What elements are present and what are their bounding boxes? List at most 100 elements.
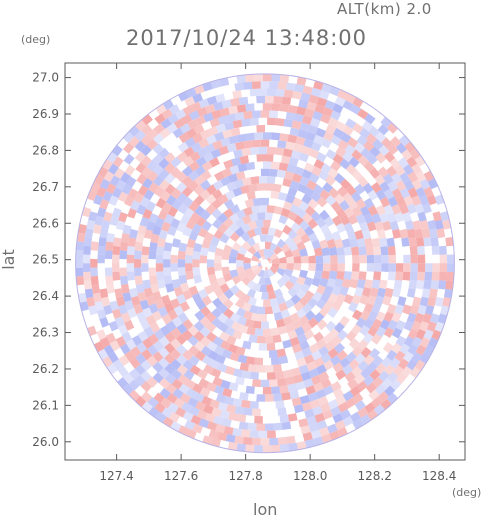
- altitude-label: ALT(km) 2.0: [337, 0, 432, 18]
- radar-cell: [373, 271, 382, 281]
- radar-cell: [273, 96, 283, 104]
- radar-cell: [348, 358, 360, 370]
- radar-cell: [134, 151, 146, 163]
- radar-cell: [122, 131, 134, 143]
- radar-cell: [162, 99, 174, 110]
- radar-cell: [360, 147, 372, 159]
- radar-cell: [170, 348, 182, 360]
- radar-cell: [170, 263, 178, 272]
- radar-cell: [141, 401, 153, 413]
- radar-cell: [184, 137, 196, 148]
- radar-cell: [249, 213, 259, 222]
- radar-cell: [383, 327, 395, 338]
- radar-cell: [206, 266, 216, 276]
- radar-cell: [223, 426, 234, 436]
- radar-cell: [118, 211, 128, 223]
- radar-cell: [116, 220, 126, 231]
- radar-cell: [164, 353, 176, 365]
- radar-cell: [334, 322, 345, 334]
- radar-cell: [81, 206, 92, 218]
- radar-cell: [356, 279, 366, 289]
- radar-cell: [252, 320, 262, 329]
- radar-cell: [108, 163, 119, 175]
- radar-cell: [278, 263, 287, 271]
- radar-cell: [135, 119, 147, 131]
- radar-cell: [406, 359, 418, 371]
- radar-cell: [320, 292, 331, 303]
- radar-cell: [181, 329, 193, 341]
- radar-cell: [302, 115, 313, 125]
- radar-cell: [373, 246, 382, 256]
- radar-cell: [389, 357, 401, 369]
- radar-cell: [406, 203, 417, 215]
- radar-cell: [216, 362, 228, 373]
- radar-cell: [267, 146, 276, 155]
- radar-cell: [182, 156, 194, 167]
- y-tick-label: 26.9: [32, 107, 59, 121]
- radar-cell: [134, 259, 142, 268]
- radar-cell: [372, 138, 384, 150]
- radar-cell: [101, 220, 111, 230]
- radar-cell: [271, 263, 280, 270]
- radar-cell: [287, 413, 298, 422]
- radar-cell: [150, 283, 160, 294]
- radar-cell: [296, 441, 307, 450]
- radar-cell: [147, 170, 159, 182]
- radar-cell: [394, 164, 406, 176]
- radar-cell: [206, 341, 218, 352]
- radar-cell: [335, 121, 347, 132]
- radar-cell: [284, 298, 295, 309]
- radar-cell: [342, 390, 354, 402]
- radar-cell: [275, 318, 286, 328]
- radar-cell: [292, 90, 303, 100]
- radar-cell: [262, 328, 272, 337]
- radar-cell: [153, 123, 165, 135]
- radar-cell: [308, 94, 319, 104]
- radar-cell: [283, 119, 294, 128]
- radar-cell: [198, 378, 210, 389]
- radar-cell: [210, 368, 222, 379]
- radar-cell: [388, 263, 397, 272]
- radar-cell: [301, 169, 313, 180]
- radar-cell: [351, 366, 363, 378]
- radar-cell: [260, 197, 270, 206]
- radar-cell: [102, 159, 113, 171]
- radar-cell: [310, 117, 321, 128]
- radar-cell: [266, 205, 276, 214]
- radar-cell: [205, 203, 217, 215]
- radar-cell: [266, 175, 276, 184]
- radar-cell: [155, 197, 167, 209]
- radar-cell: [417, 254, 426, 264]
- radar-cell: [250, 176, 260, 185]
- radar-cell: [279, 385, 289, 394]
- radar-cell: [163, 267, 171, 277]
- radar-cell: [168, 104, 180, 115]
- radar-cell: [273, 311, 283, 321]
- radar-cell: [408, 237, 417, 247]
- radar-cell: [172, 127, 184, 139]
- radar-cell: [186, 238, 196, 249]
- radar-cell: [304, 438, 316, 449]
- radar-cell: [330, 160, 342, 172]
- radar-cell: [363, 213, 374, 224]
- radar-cell: [276, 278, 287, 288]
- radar-cell: [217, 312, 228, 324]
- radar-cell: [152, 143, 164, 155]
- radar-cell: [232, 90, 242, 99]
- radar-cell: [357, 407, 369, 418]
- radar-cell: [214, 255, 222, 264]
- radar-cell: [128, 389, 140, 402]
- radar-cell: [349, 278, 359, 289]
- radar-cell: [360, 310, 371, 321]
- radar-cell: [354, 183, 366, 195]
- radar-cell: [341, 278, 351, 289]
- radar-cell: [205, 312, 217, 323]
- radar-cell: [243, 206, 253, 216]
- radar-cell: [223, 217, 234, 228]
- radar-cell: [201, 295, 212, 307]
- radar-cell: [419, 321, 430, 332]
- radar-cell: [122, 292, 132, 303]
- radar-cell: [135, 233, 145, 243]
- radar-cell: [272, 183, 282, 193]
- radar-cell: [360, 346, 372, 359]
